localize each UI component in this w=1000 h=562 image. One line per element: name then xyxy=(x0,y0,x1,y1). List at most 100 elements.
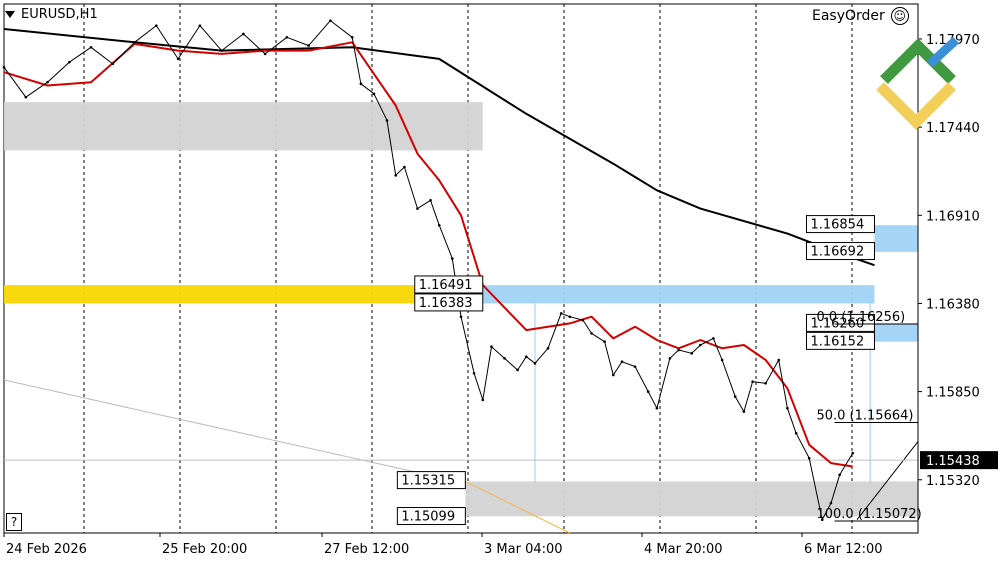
symbol-title[interactable]: EURUSD,H1 xyxy=(5,7,98,22)
plot-frame xyxy=(3,3,919,534)
triangle-down-icon[interactable] xyxy=(5,11,15,18)
y-tick-label-5: 1.15320 xyxy=(926,474,980,489)
price-point-21 xyxy=(403,165,406,169)
y-tick-label-3: 1.16380 xyxy=(926,297,980,312)
price-point-48 xyxy=(699,343,702,347)
y-tick-label-2: 1.16910 xyxy=(926,209,980,224)
price-point-50 xyxy=(720,358,724,362)
price-point-20 xyxy=(394,174,398,177)
price-point-35 xyxy=(559,312,563,315)
price-point-44 xyxy=(655,406,659,410)
price-point-55 xyxy=(777,358,781,362)
price-point-5 xyxy=(111,62,115,66)
x-tick-label-3: 3 Mar 04:00 xyxy=(484,542,563,557)
x-tick-label-1: 25 Feb 20:00 xyxy=(162,542,247,557)
zone-gray-0 xyxy=(4,102,483,151)
level-label-5: 1.16152 xyxy=(810,334,864,349)
level-label-7: 1.15099 xyxy=(401,510,455,525)
price-point-54 xyxy=(764,381,767,385)
easyorder-panel[interactable]: EasyOrder ☺ xyxy=(812,7,909,25)
price-point-52 xyxy=(742,410,746,413)
level-label-1: 1.16692 xyxy=(810,245,864,260)
logo-blue-bar xyxy=(926,36,960,68)
price-point-10 xyxy=(220,49,223,52)
price-point-47 xyxy=(690,352,693,355)
x-tick-label-2: 27 Feb 12:00 xyxy=(324,542,409,557)
level-box-3 xyxy=(414,293,484,312)
zone-gray-5 xyxy=(465,481,918,517)
price-point-8 xyxy=(176,57,180,61)
price-point-6 xyxy=(133,40,136,44)
price-point-30 xyxy=(503,357,506,360)
price-point-17 xyxy=(359,82,363,86)
price-point-14 xyxy=(307,44,310,47)
price-point-1 xyxy=(24,95,28,99)
help-button[interactable]: ? xyxy=(6,513,22,531)
price-point-49 xyxy=(712,337,715,340)
series-line-ma_slow xyxy=(3,28,875,267)
price-point-58 xyxy=(807,456,811,460)
price-point-60 xyxy=(829,501,833,505)
price-point-11 xyxy=(242,32,245,36)
price-point-23 xyxy=(429,198,432,202)
level-box-7 xyxy=(396,507,466,526)
fib-label-1: 50.0 (1.15664) xyxy=(816,409,913,424)
level-label-6: 1.15315 xyxy=(401,474,455,489)
price-point-33 xyxy=(533,362,537,365)
level-box-0 xyxy=(805,215,875,234)
litefinance-logo-icon xyxy=(876,36,960,130)
price-point-4 xyxy=(89,45,93,49)
price-point-42 xyxy=(633,365,637,368)
x-tick-label-0: 24 Feb 2026 xyxy=(6,542,87,557)
y-tick-label-1: 1.17440 xyxy=(926,121,980,136)
price-point-56 xyxy=(786,406,789,410)
price-point-28 xyxy=(481,398,485,402)
level-box-1 xyxy=(805,242,875,261)
zone-blue-3 xyxy=(874,225,918,252)
series-line-ma_fast xyxy=(3,41,853,468)
price-point-38 xyxy=(590,332,593,335)
price-point-25 xyxy=(450,257,454,260)
level-box-2 xyxy=(414,275,484,294)
price-point-2 xyxy=(46,80,49,84)
price-point-12 xyxy=(263,52,267,56)
smiley-icon: ☺ xyxy=(890,7,909,25)
price-point-22 xyxy=(416,207,419,210)
price-point-13 xyxy=(285,35,289,39)
price-point-59 xyxy=(820,518,824,521)
price-point-3 xyxy=(67,60,71,64)
level-label-3: 1.16383 xyxy=(419,296,473,311)
price-point-18 xyxy=(372,92,376,96)
price-point-41 xyxy=(620,360,624,363)
zone-blue-4 xyxy=(874,323,918,342)
price-point-61 xyxy=(838,473,841,477)
price-point-53 xyxy=(751,380,754,383)
price-point-19 xyxy=(385,119,389,122)
x-tick-label-5: 6 Mar 12:00 xyxy=(804,542,883,557)
price-point-7 xyxy=(155,24,158,27)
price-point-57 xyxy=(794,431,798,435)
price-point-9 xyxy=(198,24,202,27)
logo-green-chevron xyxy=(880,38,956,84)
trendline-black xyxy=(856,441,919,520)
level-box-4 xyxy=(805,313,875,332)
price-point-0 xyxy=(2,65,6,69)
price-point-39 xyxy=(603,340,606,343)
logo-yellow-chevron xyxy=(876,82,956,130)
easyorder-label: EasyOrder xyxy=(812,8,885,24)
fib-label-0: 0.0 (1.16256) xyxy=(816,310,905,325)
current-price-label: 1.15438 xyxy=(926,454,980,469)
level-box-6 xyxy=(396,471,466,490)
price-point-24 xyxy=(437,223,441,227)
price-point-37 xyxy=(581,318,585,322)
symbol-label: EURUSD,H1 xyxy=(21,7,98,22)
fib-label-2: 100.0 (1.15072) xyxy=(816,507,921,522)
price-point-36 xyxy=(568,315,572,319)
level-label-2: 1.16491 xyxy=(419,278,473,293)
x-tick-label-4: 4 Mar 20:00 xyxy=(644,542,723,557)
price-point-62 xyxy=(851,451,855,455)
price-point-31 xyxy=(516,368,519,372)
price-point-43 xyxy=(646,390,650,393)
